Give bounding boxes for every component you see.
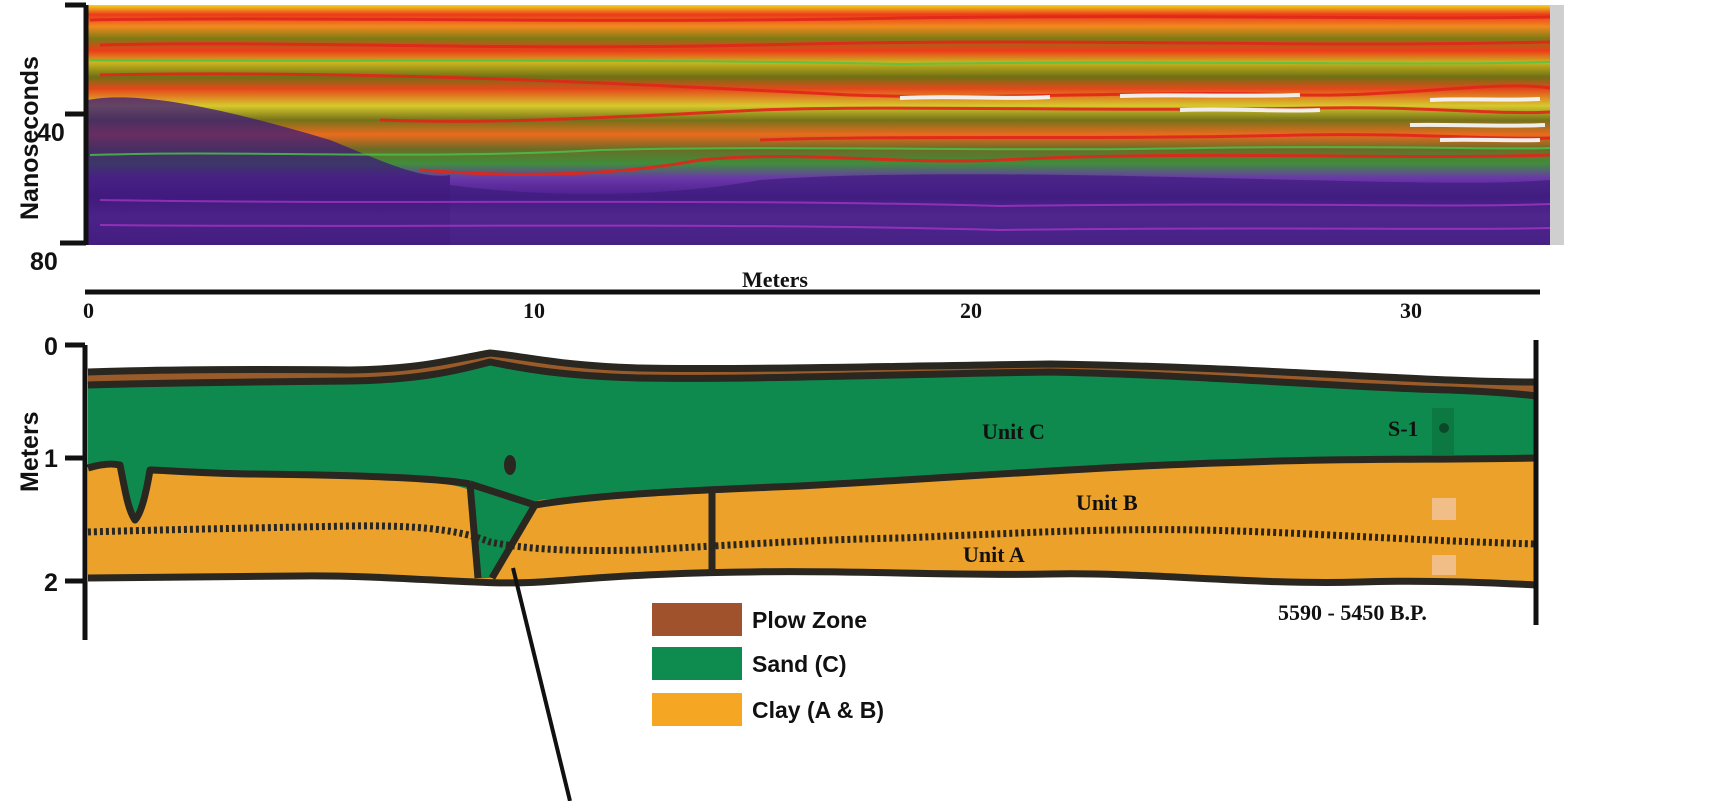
legend-label-sand: Sand (C) (752, 651, 847, 677)
x-tick-10: 10 (523, 298, 545, 323)
callout-line (511, 567, 572, 801)
unit-c-label: Unit C (982, 419, 1045, 444)
stratigraphic-profile (65, 340, 1539, 640)
x-tick-0: 0 (83, 298, 94, 323)
radargram-y-tick-80: 80 (30, 248, 58, 276)
profile-y-tick-0: 0 (44, 333, 58, 361)
profile-y-tick-1: 1 (44, 445, 58, 473)
sand-layer (88, 362, 1536, 540)
sample-column (1432, 408, 1454, 456)
legend-label-clay: Clay (A & B) (752, 697, 884, 723)
sample-box-a (1432, 555, 1456, 575)
sample-box-b (1432, 498, 1456, 520)
profile-y-tick-2: 2 (44, 569, 58, 597)
date-label: 5590 - 5450 B.P. (1278, 600, 1427, 625)
x-axis-label: Meters (742, 267, 808, 292)
unit-ab-boundary (87, 522, 1537, 555)
radargram-image (88, 5, 1564, 245)
radargram-y-label: Nanoseconds (16, 56, 44, 220)
x-tick-20: 20 (960, 298, 982, 323)
legend: Plow Zone Sand (C) Clay (A & B) (652, 603, 884, 726)
legend-label-plow-zone: Plow Zone (752, 607, 867, 633)
profile-y-label: Meters (16, 411, 44, 492)
legend-swatch-sand (652, 647, 742, 680)
x-tick-30: 30 (1400, 298, 1422, 323)
legend-swatch-plow-zone (652, 603, 742, 636)
radargram-y-axis (60, 2, 89, 246)
unit-a-label: Unit A (963, 542, 1025, 567)
sand-wedge (470, 484, 535, 578)
unit-b-label: Unit B (1076, 490, 1138, 515)
sample-label: S-1 (1388, 416, 1419, 441)
clay-layer (88, 458, 1536, 585)
legend-swatch-clay (652, 693, 742, 726)
radargram-y-tick-40: 40 (37, 119, 65, 147)
